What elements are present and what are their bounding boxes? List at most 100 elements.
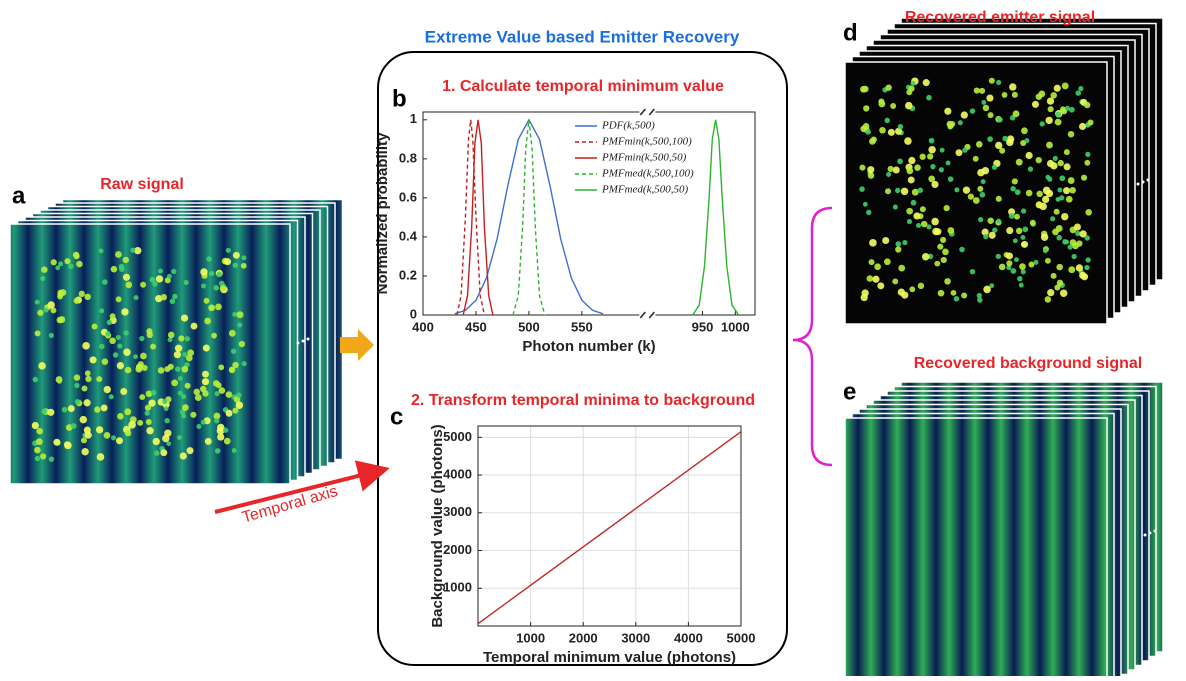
emitter: [178, 335, 185, 342]
emitter: [1056, 263, 1063, 271]
emitter: [108, 394, 114, 400]
emitter: [57, 293, 64, 300]
emitter: [1067, 130, 1075, 138]
emitter: [162, 398, 168, 405]
emitter: [972, 155, 979, 162]
emitter: [928, 145, 936, 154]
emitter: [937, 289, 945, 297]
emitter: [133, 354, 138, 360]
emitter: [64, 258, 71, 265]
emitter: [940, 256, 947, 264]
emitter: [101, 358, 109, 365]
emitter: [1038, 90, 1046, 98]
emitter: [1024, 138, 1030, 144]
emitter: [166, 441, 172, 447]
emitter: [926, 94, 932, 101]
emitter: [91, 323, 98, 330]
emitter: [908, 156, 916, 165]
emitter: [109, 313, 116, 320]
emitter: [999, 147, 1006, 154]
emitter: [74, 382, 80, 389]
emitter: [225, 391, 233, 398]
emitter: [218, 280, 225, 287]
emitter: [112, 352, 119, 358]
emitter: [902, 239, 908, 246]
emitter: [997, 116, 1003, 123]
emitter: [959, 246, 965, 253]
emitter: [190, 322, 198, 330]
emitter: [171, 379, 179, 387]
emitter: [906, 167, 914, 175]
emitter: [1045, 174, 1051, 180]
emitter: [1042, 248, 1048, 254]
emitter: [972, 197, 980, 204]
emitter: [1050, 216, 1056, 222]
emitter: [1073, 223, 1081, 231]
emitter: [162, 434, 170, 443]
emitter: [1087, 119, 1094, 126]
emitter: [115, 334, 121, 340]
emitter: [1064, 239, 1070, 245]
emitter: [200, 419, 206, 425]
emitter: [37, 309, 44, 316]
emitter: [101, 279, 108, 285]
emitter: [915, 222, 922, 229]
emitter: [1035, 156, 1042, 164]
emitter: [1020, 208, 1027, 214]
emitter: [41, 408, 48, 415]
emitter: [879, 126, 886, 134]
y-tick-label: 0: [410, 306, 417, 321]
emitter: [995, 253, 1001, 260]
emitter: [150, 343, 157, 350]
emitter: [1018, 282, 1024, 288]
emitter: [85, 375, 92, 383]
emitter: [169, 298, 176, 305]
emitter: [144, 404, 152, 411]
emitter: [241, 255, 247, 261]
emitter: [134, 246, 142, 255]
emitter: [190, 411, 197, 418]
emitter: [40, 453, 47, 460]
emitter: [67, 405, 75, 413]
emitter: [40, 276, 46, 282]
emitter: [895, 246, 902, 253]
emitter: [222, 427, 229, 433]
emitter: [1006, 260, 1013, 267]
emitter: [869, 239, 877, 247]
emitter: [203, 297, 210, 304]
emitter: [115, 296, 122, 303]
emitter: [1025, 151, 1033, 160]
y-tick-label: 1000: [443, 580, 472, 595]
emitter: [34, 299, 40, 305]
temporal-arrow: [214, 460, 390, 514]
emitter: [187, 349, 195, 357]
emitter: [995, 195, 1002, 202]
emitter: [886, 172, 892, 178]
emitter: [208, 270, 215, 277]
emitter: [1017, 275, 1023, 282]
emitter: [1052, 155, 1058, 162]
emitter: [872, 275, 880, 283]
emitter: [1029, 219, 1036, 226]
emitter: [1069, 106, 1075, 113]
emitter: [1085, 257, 1091, 263]
background-title: Recovered background signal: [914, 355, 1143, 372]
emitter: [241, 361, 247, 367]
emitter: [862, 123, 870, 130]
ellipsis-dot: [1148, 531, 1152, 535]
emitter: [1009, 83, 1017, 91]
emitter: [232, 311, 238, 317]
emitter: [931, 180, 939, 189]
emitter: [149, 276, 156, 283]
emitter: [174, 344, 183, 352]
ellipsis-dot: [296, 341, 300, 345]
emitter: [1061, 82, 1069, 90]
emitter: [186, 447, 194, 455]
emitter: [1005, 252, 1013, 260]
emitter: [946, 120, 954, 128]
emitter: [1042, 195, 1050, 204]
emitter: [82, 342, 90, 350]
emitter: [988, 231, 996, 239]
emitter: [103, 385, 111, 394]
x-tick-label: 950: [692, 319, 714, 334]
